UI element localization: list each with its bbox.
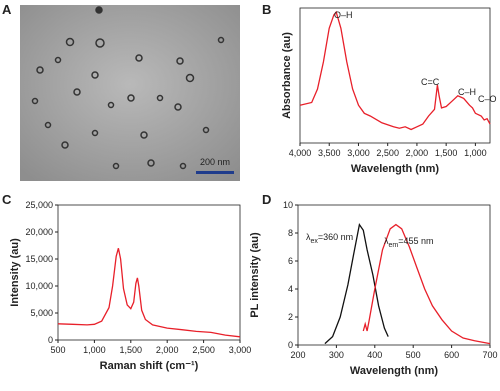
y-tick-label: 4 bbox=[288, 284, 293, 294]
y-tick-label: 5,000 bbox=[30, 308, 53, 318]
annotation: C–O bbox=[478, 94, 497, 104]
x-tick-label: 700 bbox=[482, 350, 497, 360]
x-tick-label: 3,000 bbox=[229, 345, 252, 355]
x-tick-label: 3,000 bbox=[347, 148, 370, 158]
y-tick-label: 10 bbox=[283, 200, 293, 210]
spectrum-line bbox=[362, 223, 491, 345]
x-tick-label: 500 bbox=[50, 345, 65, 355]
x-tick-label: 4,000 bbox=[289, 148, 312, 158]
y-axis-title: PL intensity (au) bbox=[249, 232, 261, 318]
panel-label: A bbox=[2, 2, 12, 17]
spectrum-line bbox=[57, 248, 241, 338]
x-tick-label: 2,000 bbox=[156, 345, 179, 355]
y-tick-label: 20,000 bbox=[25, 227, 53, 237]
annotation-text: =455 nm bbox=[398, 236, 433, 246]
y-axis-title: Intensity (au) bbox=[9, 238, 21, 307]
x-tick-label: 1,500 bbox=[435, 148, 458, 158]
x-tick-label: 1,000 bbox=[464, 148, 487, 158]
y-tick-label: 25,000 bbox=[25, 200, 53, 210]
annotation-text: O–H bbox=[334, 10, 353, 20]
annotation: C–H bbox=[458, 87, 476, 97]
annotation: C=C bbox=[421, 77, 440, 87]
annotation-subscript: ex bbox=[311, 238, 319, 245]
image-background bbox=[20, 5, 240, 181]
x-axis-title: Wavelength (nm) bbox=[351, 163, 440, 175]
annotation-symbol: λ bbox=[306, 232, 311, 242]
spectrum-line bbox=[299, 10, 491, 131]
y-axis-title: Absorbance (au) bbox=[281, 32, 293, 119]
y-tick-label: 2 bbox=[288, 312, 293, 322]
plot-frame bbox=[57, 204, 241, 341]
x-tick-label: 2,500 bbox=[376, 148, 399, 158]
annotation: λem=455 nm bbox=[384, 236, 434, 249]
spectrum-line bbox=[324, 222, 389, 345]
y-tick-label: 6 bbox=[288, 256, 293, 266]
x-tick-label: 3,500 bbox=[318, 148, 341, 158]
x-tick-label: 1,500 bbox=[120, 345, 143, 355]
x-tick-label: 1,000 bbox=[83, 345, 106, 355]
x-tick-label: 600 bbox=[444, 350, 459, 360]
annotation-text: C=C bbox=[421, 77, 440, 87]
x-tick-label: 2,000 bbox=[406, 148, 429, 158]
plot-frame bbox=[297, 204, 491, 346]
y-tick-label: 0 bbox=[48, 335, 53, 345]
y-tick-label: 10,000 bbox=[25, 281, 53, 291]
x-tick-label: 300 bbox=[329, 350, 344, 360]
panel-label: C bbox=[2, 192, 12, 207]
annotation: λex=360 nm bbox=[306, 232, 353, 245]
y-tick-label: 0 bbox=[288, 340, 293, 350]
scale-bar bbox=[196, 171, 234, 174]
x-axis-title: Wavelength (nm) bbox=[350, 365, 439, 377]
panel-label: D bbox=[262, 192, 271, 207]
scale-bar-label: 200 nm bbox=[200, 157, 230, 167]
annotation-text: C–H bbox=[458, 87, 476, 97]
particles bbox=[31, 6, 225, 170]
x-tick-label: 200 bbox=[290, 350, 305, 360]
annotation-subscript: em bbox=[389, 242, 399, 249]
annotation-text: C–O bbox=[478, 94, 497, 104]
panel-label: B bbox=[262, 2, 271, 17]
annotation-symbol: λ bbox=[384, 236, 389, 246]
annotation: O–H bbox=[334, 10, 353, 20]
x-tick-label: 500 bbox=[406, 350, 421, 360]
y-tick-label: 8 bbox=[288, 228, 293, 238]
x-tick-label: 400 bbox=[367, 350, 382, 360]
y-tick-label: 15,000 bbox=[25, 254, 53, 264]
x-axis-title: Raman shift (cm⁻¹) bbox=[100, 360, 199, 372]
plot-frame bbox=[299, 7, 491, 144]
x-tick-label: 2,500 bbox=[192, 345, 215, 355]
tem-image: 200 nm A bbox=[2, 2, 240, 181]
annotation-text: =360 nm bbox=[318, 232, 353, 242]
